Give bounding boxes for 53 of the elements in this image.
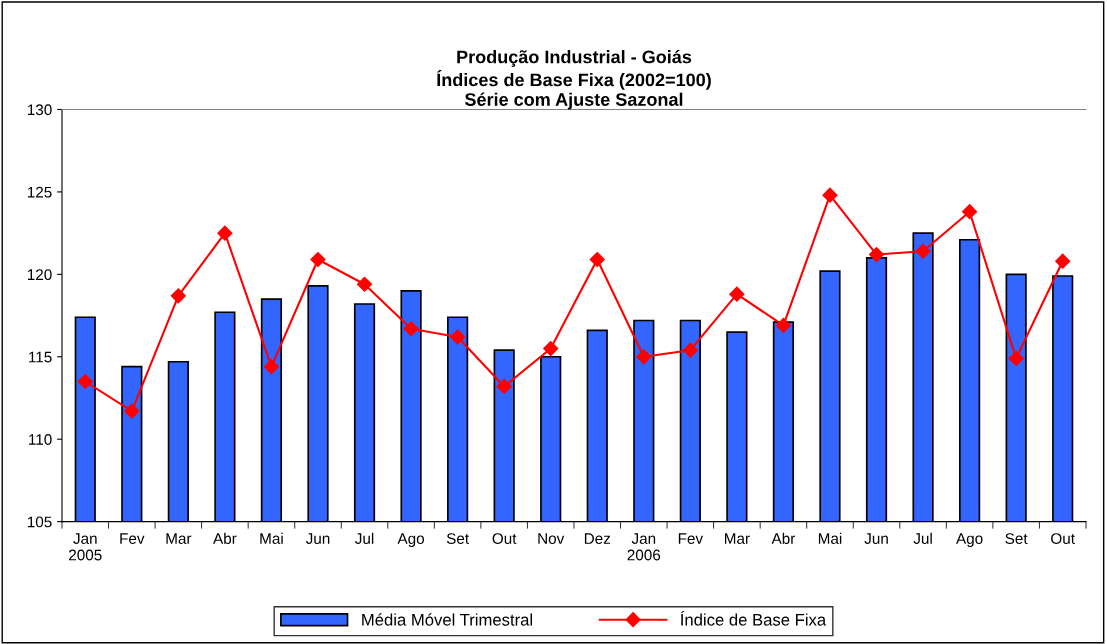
point bbox=[1008, 350, 1024, 366]
point bbox=[543, 340, 559, 357]
point bbox=[310, 251, 326, 268]
x-tick-label: Abr bbox=[771, 532, 796, 544]
point bbox=[868, 246, 885, 263]
point bbox=[636, 349, 652, 365]
point bbox=[775, 317, 791, 334]
point bbox=[729, 286, 745, 302]
point bbox=[822, 187, 838, 203]
x-tick-label: Set bbox=[446, 533, 469, 544]
x-tick-label: Abr bbox=[213, 532, 237, 544]
point bbox=[356, 276, 373, 292]
point bbox=[682, 342, 698, 358]
point bbox=[496, 378, 512, 395]
point bbox=[962, 204, 978, 220]
point bbox=[263, 359, 280, 375]
x-tick-label: Fev bbox=[120, 533, 145, 544]
legend-label: Índice de Base Fixa bbox=[680, 611, 827, 626]
point bbox=[589, 251, 605, 268]
x-tick-label: Set bbox=[1005, 533, 1028, 544]
y-tick-label: 115 bbox=[29, 351, 52, 363]
point bbox=[915, 243, 931, 259]
x-tick-label: Mar bbox=[724, 533, 750, 544]
point bbox=[403, 321, 419, 337]
x-tick-label: Ago bbox=[956, 533, 983, 547]
x-tick-label: Ago bbox=[397, 533, 425, 547]
legend-label: Média Móvel Trimestral bbox=[362, 613, 533, 626]
x-tick-label: Jun bbox=[305, 533, 330, 544]
x-tick-label: Jan 2006 bbox=[627, 533, 661, 561]
point bbox=[170, 288, 186, 304]
y-tick-label: 120 bbox=[27, 269, 52, 281]
y-tick-label: 105 bbox=[27, 516, 52, 528]
y-tick-label: 110 bbox=[29, 434, 52, 445]
x-tick-label: Mai bbox=[818, 532, 842, 544]
x-tick-label: Dez bbox=[584, 533, 611, 544]
point bbox=[217, 225, 233, 241]
x-tick-label: Out bbox=[1051, 533, 1075, 544]
x-tick-label: Jul bbox=[913, 532, 932, 544]
y-tick-label: 130 bbox=[27, 104, 52, 116]
x-tick-label: Fev bbox=[678, 533, 704, 544]
y-tick-label: 125 bbox=[27, 186, 52, 198]
point bbox=[124, 403, 140, 419]
point bbox=[1055, 253, 1071, 269]
x-tick-label: Jun bbox=[864, 533, 888, 544]
point bbox=[77, 373, 93, 390]
x-tick-label: Mai bbox=[260, 532, 283, 544]
point bbox=[450, 329, 466, 345]
x-tick-label: Jan 2005 bbox=[69, 533, 102, 561]
x-tick-label: Nov bbox=[538, 533, 565, 544]
x-tick-label: Jul bbox=[355, 532, 374, 544]
chart-title: Produção Industrial - Goiás Índices de Base Fixa (2002=100) Série com Ajuste Sazonal bbox=[437, 49, 711, 110]
x-tick-label: Mar bbox=[166, 533, 192, 544]
x-tick-label: Out bbox=[492, 533, 517, 544]
